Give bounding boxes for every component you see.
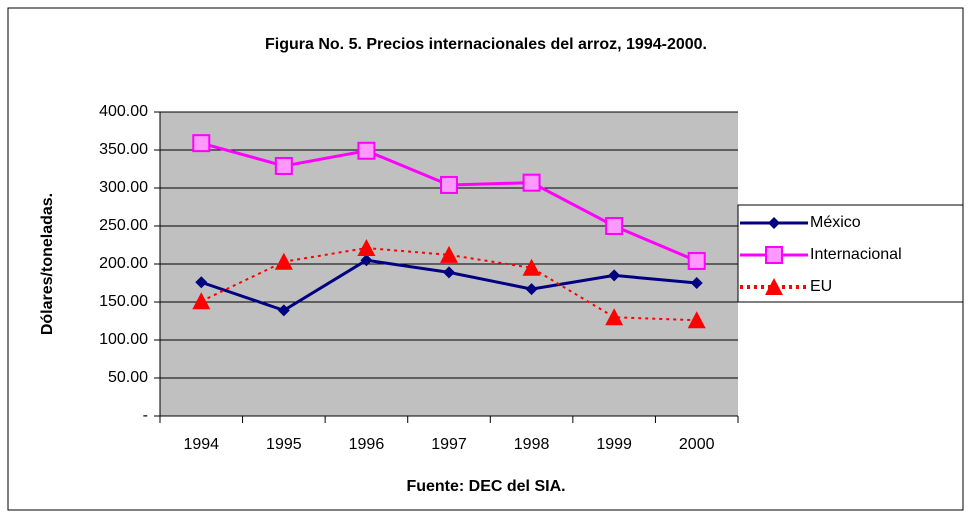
legend-label: México <box>810 214 861 231</box>
y-tick-label: 250.00 <box>99 217 148 234</box>
marker <box>522 173 541 192</box>
marker <box>277 304 290 317</box>
marker <box>605 308 624 326</box>
marker <box>360 254 373 267</box>
marker <box>440 175 458 194</box>
y-axis-label: Dólares/toneladas. <box>39 193 56 335</box>
x-tick-label: 1997 <box>431 436 467 453</box>
marker <box>765 246 783 264</box>
y-tick-label: 100.00 <box>99 331 148 348</box>
y-tick-label: 50.00 <box>108 369 148 386</box>
x-axis-label: Fuente: DEC del SIA. <box>406 478 565 495</box>
marker <box>768 217 780 229</box>
marker <box>765 278 783 295</box>
marker <box>192 134 211 153</box>
x-tick-label: 1995 <box>266 436 302 453</box>
y-tick-label: 300.00 <box>99 179 148 196</box>
legend-label: Internacional <box>810 246 902 263</box>
marker <box>608 269 621 282</box>
y-tick-label: - <box>143 407 148 424</box>
marker <box>690 277 703 289</box>
y-tick-label: 150.00 <box>99 293 148 310</box>
y-tick-label: 350.00 <box>99 141 148 158</box>
legend-label: EU <box>810 278 832 295</box>
x-tick-label: 1999 <box>596 436 632 453</box>
marker <box>687 311 706 329</box>
marker <box>605 217 624 235</box>
marker <box>195 276 208 289</box>
y-tick-label: 400.00 <box>99 103 148 120</box>
x-tick-label: 1994 <box>183 436 219 453</box>
x-tick-label: 1996 <box>349 436 385 453</box>
marker <box>443 266 455 279</box>
marker <box>357 141 376 160</box>
marker <box>522 258 541 276</box>
marker <box>274 252 293 270</box>
chart-title: Figura No. 5. Precios internacionales de… <box>265 36 707 53</box>
marker <box>687 251 706 270</box>
marker <box>192 292 211 310</box>
marker <box>274 156 293 175</box>
marker <box>525 283 538 296</box>
x-tick-label: 1998 <box>514 436 550 453</box>
y-tick-label: 200.00 <box>99 255 148 272</box>
marker <box>440 245 458 263</box>
x-tick-label: 2000 <box>679 436 715 453</box>
marker <box>357 239 376 257</box>
